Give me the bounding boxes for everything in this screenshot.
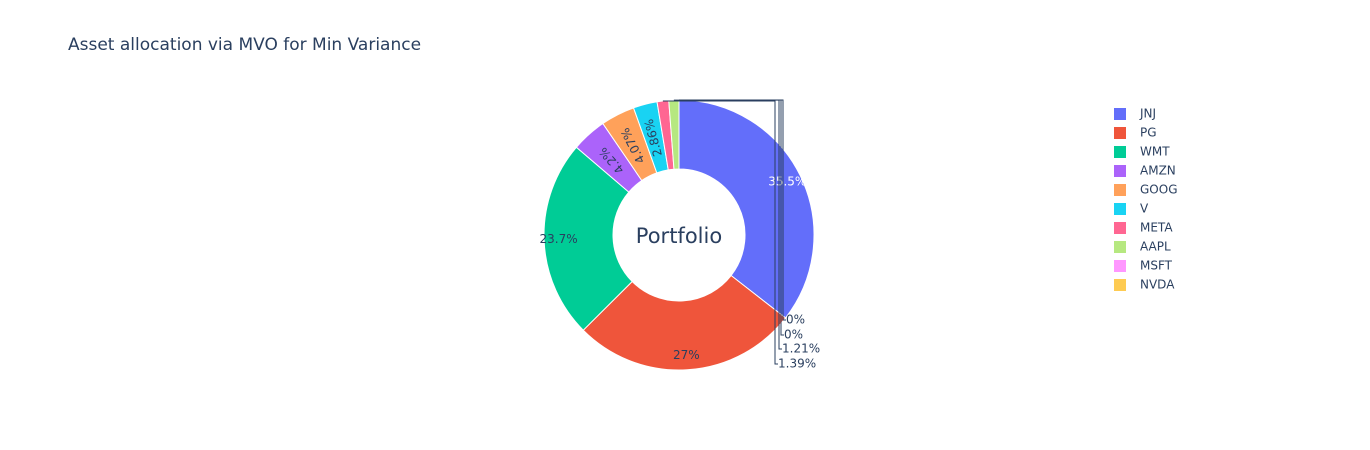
legend-swatch-nvda	[1114, 279, 1126, 291]
legend-swatch-aapl	[1114, 241, 1126, 253]
outside-label-meta: 1.39%	[778, 357, 816, 371]
legend-label-pg: PG	[1140, 126, 1157, 140]
center-label: Portfolio	[636, 224, 722, 248]
legend-swatch-jnj	[1114, 108, 1126, 120]
leader-line-nvda	[679, 99, 786, 321]
legend-item-v[interactable]: V	[1114, 202, 1149, 216]
slice-label-jnj: 35.5%	[768, 175, 806, 189]
legend-item-nvda[interactable]: NVDA	[1114, 278, 1175, 292]
legend-label-amzn: AMZN	[1140, 164, 1176, 178]
legend-label-jnj: JNJ	[1139, 107, 1156, 121]
outside-label-msft: 0%	[784, 328, 803, 342]
outside-labels-group: 1.39%1.21%0%0%	[662, 99, 820, 371]
legend-item-amzn[interactable]: AMZN	[1114, 164, 1176, 178]
slice-wmt[interactable]	[543, 146, 633, 331]
legend-label-meta: META	[1140, 221, 1173, 235]
slice-aapl[interactable]	[668, 99, 680, 170]
legend-swatch-wmt	[1114, 146, 1126, 158]
legend-item-meta[interactable]: META	[1114, 221, 1173, 235]
legend-swatch-amzn	[1114, 165, 1126, 177]
slice-label-pg: 27%	[673, 348, 700, 362]
slice-label-wmt: 23.7%	[540, 232, 578, 246]
legend-item-wmt[interactable]: WMT	[1114, 145, 1170, 159]
legend-swatch-msft	[1114, 260, 1126, 272]
legend-swatch-pg	[1114, 127, 1126, 139]
legend-swatch-goog	[1114, 184, 1126, 196]
slice-jnj[interactable]	[678, 99, 815, 319]
chart-title: Asset allocation via MVO for Min Varianc…	[68, 35, 421, 55]
outside-label-nvda: 0%	[786, 313, 805, 327]
legend-label-nvda: NVDA	[1140, 278, 1175, 292]
legend-item-pg[interactable]: PG	[1114, 126, 1157, 140]
legend-label-aapl: AAPL	[1140, 240, 1171, 254]
leader-line-meta	[662, 100, 778, 365]
slice-pg[interactable]	[582, 274, 787, 371]
legend: JNJ PG WMT AMZN GOOG V META AAPL MSFT NVDA	[1114, 107, 1178, 292]
legend-label-goog: GOOG	[1140, 183, 1178, 197]
legend-label-msft: MSFT	[1140, 259, 1173, 273]
outside-label-aapl: 1.21%	[782, 342, 820, 356]
legend-item-goog[interactable]: GOOG	[1114, 183, 1178, 197]
legend-swatch-meta	[1114, 222, 1126, 234]
legend-label-wmt: WMT	[1140, 145, 1170, 159]
legend-label-v: V	[1140, 202, 1149, 216]
legend-swatch-v	[1114, 203, 1126, 215]
legend-item-msft[interactable]: MSFT	[1114, 259, 1173, 273]
legend-item-jnj[interactable]: JNJ	[1114, 107, 1156, 121]
slices-group	[543, 99, 815, 371]
legend-item-aapl[interactable]: AAPL	[1114, 240, 1171, 254]
